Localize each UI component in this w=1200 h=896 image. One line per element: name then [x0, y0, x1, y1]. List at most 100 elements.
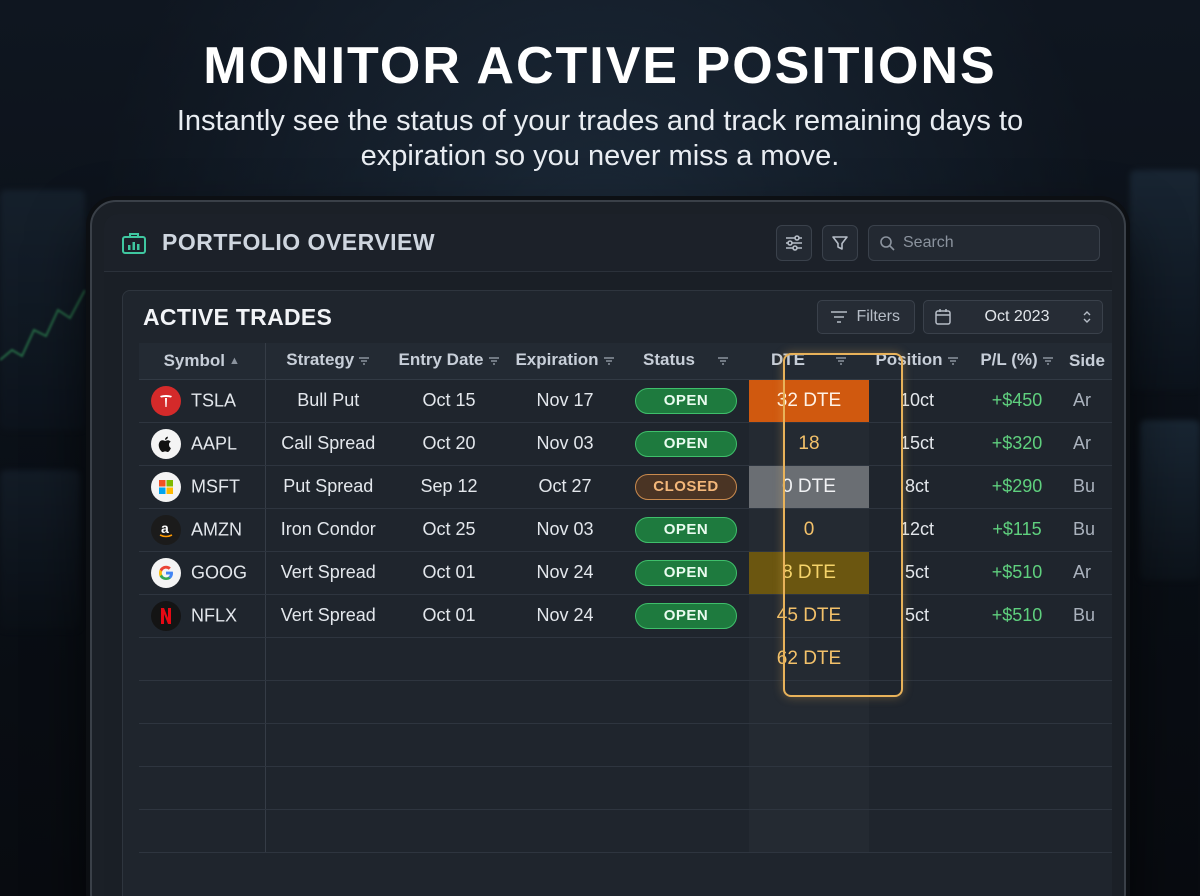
background-monitor: [1130, 170, 1200, 390]
column-filter-icon[interactable]: [488, 351, 500, 371]
search-box[interactable]: [868, 224, 1100, 261]
column-filter-icon[interactable]: [358, 351, 370, 371]
symbol-cell: AAPL: [139, 422, 266, 466]
table-row[interactable]: NFLX Vert Spread Oct 01 Nov 24 OPEN 45 D…: [139, 594, 1112, 638]
column-filter-icon[interactable]: [603, 351, 615, 371]
table-row-empty: [139, 723, 1112, 767]
column-header-status[interactable]: Status: [623, 343, 749, 380]
background-monitor: [0, 190, 85, 430]
symbol-cell: GOOG: [139, 551, 266, 595]
column-header-symbol[interactable]: Symbol ▲: [139, 343, 266, 380]
strategy-cell: Vert Spread: [265, 594, 391, 638]
table-row[interactable]: a AMZN Iron Condor Oct 25 Nov 03 OPEN 0 …: [139, 508, 1112, 552]
background-monitor: [0, 470, 80, 630]
apple-logo-icon: [151, 428, 181, 459]
column-filter-icon[interactable]: [835, 351, 847, 371]
entry-date-cell: Oct 15: [391, 379, 507, 423]
status-badge: OPEN: [635, 602, 737, 629]
table-header-row: Symbol ▲ Strategy Entry Date Expiration S…: [139, 343, 1112, 380]
table-row-empty: 62 DTE: [139, 637, 1112, 681]
pl-cell: +$290: [965, 465, 1069, 509]
microsoft-logo-icon: [151, 471, 181, 502]
calendar-icon: [935, 309, 951, 325]
google-logo-icon: [151, 557, 181, 588]
date-label: Oct 2023: [984, 308, 1050, 325]
trades-table: Symbol ▲ Strategy Entry Date Expiration S…: [139, 343, 1112, 853]
app-screen: PORTFOLIO OVERVIEW: [104, 214, 1112, 896]
column-header-expiration[interactable]: Expiration: [507, 343, 623, 380]
strategy-cell: Iron Condor: [265, 508, 391, 552]
hero-subtitle: Instantly see the status of your trades …: [176, 105, 1024, 172]
column-header-dte[interactable]: DTE: [749, 343, 869, 380]
pl-cell: +$510: [965, 594, 1069, 638]
hero-title: MONITOR ACTIVE POSITIONS: [203, 37, 997, 95]
table-row-empty: [139, 766, 1112, 810]
search-icon: [880, 235, 895, 251]
table-row[interactable]: AAPL Call Spread Oct 20 Nov 03 OPEN 18 1…: [139, 422, 1112, 466]
column-header-pl[interactable]: P/L (%): [965, 343, 1069, 380]
expiration-cell: Nov 17: [507, 379, 623, 423]
entry-date-cell: Oct 20: [391, 422, 507, 466]
position-cell: 10ct: [869, 379, 965, 423]
position-cell: 15ct: [869, 422, 965, 466]
strategy-cell: Vert Spread: [265, 551, 391, 595]
status-cell: CLOSED: [623, 465, 749, 509]
column-header-strategy[interactable]: Strategy: [265, 343, 391, 380]
status-badge: CLOSED: [635, 473, 737, 500]
side-cell: Ar: [1069, 379, 1112, 423]
status-badge: OPEN: [635, 559, 737, 586]
panel-header: ACTIVE TRADES Filters: [123, 291, 1112, 343]
column-header-side[interactable]: Side: [1069, 343, 1112, 380]
symbol-cell: MSFT: [139, 465, 266, 509]
entry-date-cell: Oct 01: [391, 594, 507, 638]
strategy-cell: Call Spread: [265, 422, 391, 466]
symbol-cell: TSLA: [139, 379, 266, 423]
dte-cell: 45 DTE: [749, 594, 869, 638]
status-cell: OPEN: [623, 594, 749, 638]
pl-cell: +$450: [965, 379, 1069, 423]
date-selector[interactable]: Oct 2023: [923, 300, 1103, 334]
search-input[interactable]: [903, 233, 1083, 252]
side-cell: Bu: [1069, 594, 1112, 638]
dte-cell: 62 DTE: [749, 637, 869, 681]
status-cell: OPEN: [623, 379, 749, 423]
filters-button[interactable]: Filters: [817, 300, 915, 334]
panel-title: ACTIVE TRADES: [143, 303, 333, 330]
expiration-cell: Nov 03: [507, 508, 623, 552]
pl-cell: +$115: [965, 508, 1069, 552]
settings-sliders-button[interactable]: [776, 224, 812, 261]
table-row[interactable]: GOOG Vert Spread Oct 01 Nov 24 OPEN 8 DT…: [139, 551, 1112, 595]
sort-up-icon[interactable]: ▲: [229, 355, 240, 368]
app-topbar: PORTFOLIO OVERVIEW: [104, 214, 1112, 272]
symbol-cell: a AMZN: [139, 508, 266, 552]
status-badge: OPEN: [635, 387, 737, 414]
amazon-logo-icon: a: [151, 514, 181, 545]
filters-label: Filters: [856, 308, 900, 325]
status-cell: OPEN: [623, 551, 749, 595]
dte-cell: 0: [749, 508, 869, 552]
funnel-icon: [832, 235, 848, 250]
updown-chevron-icon: [1083, 311, 1091, 323]
filter-lines-icon: [831, 311, 848, 323]
column-header-entry-date[interactable]: Entry Date: [391, 343, 507, 380]
side-cell: Bu: [1069, 508, 1112, 552]
table-row[interactable]: TSLA Bull Put Oct 15 Nov 17 OPEN 32 DTE …: [139, 379, 1112, 423]
dte-cell: 8 DTE: [749, 551, 869, 595]
position-cell: 5ct: [869, 594, 965, 638]
dte-cell: 32 DTE: [749, 379, 869, 423]
filter-button[interactable]: [822, 224, 858, 261]
expiration-cell: Nov 03: [507, 422, 623, 466]
svg-text:a: a: [161, 521, 169, 536]
table-row[interactable]: MSFT Put Spread Sep 12 Oct 27 CLOSED 0 D…: [139, 465, 1112, 509]
expiration-cell: Nov 24: [507, 594, 623, 638]
app-title: PORTFOLIO OVERVIEW: [162, 229, 436, 255]
column-header-position[interactable]: Position: [869, 343, 965, 380]
column-filter-icon[interactable]: [947, 351, 959, 371]
column-filter-icon[interactable]: [717, 351, 729, 371]
column-filter-icon[interactable]: [1042, 351, 1054, 371]
expiration-cell: Nov 24: [507, 551, 623, 595]
pl-cell: +$320: [965, 422, 1069, 466]
background-monitor: [1140, 420, 1200, 580]
dte-cell: 18: [749, 422, 869, 466]
hero: MONITOR ACTIVE POSITIONS Instantly see t…: [0, 36, 1200, 174]
